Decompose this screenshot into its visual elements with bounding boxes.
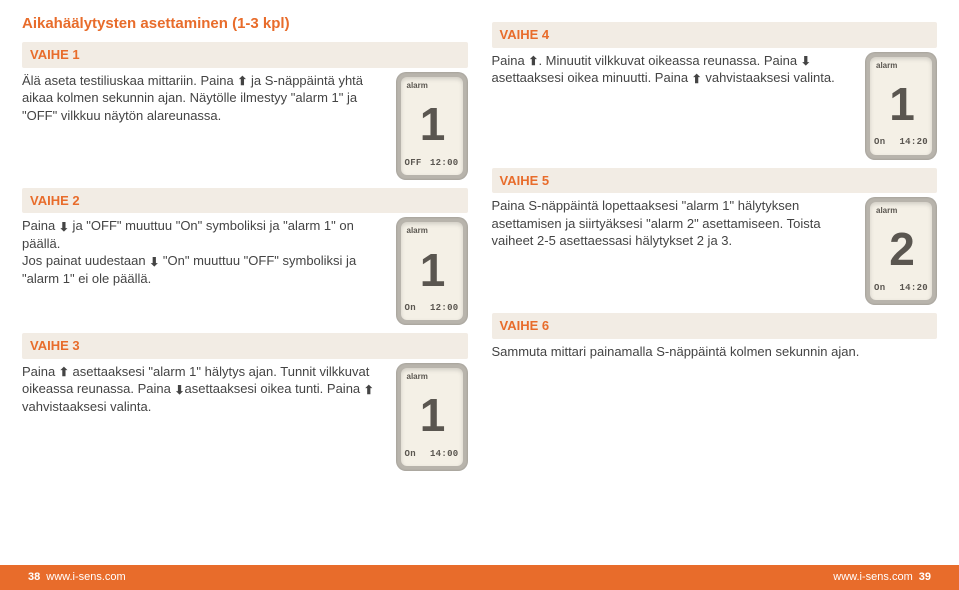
- device-4-status: On: [874, 136, 885, 148]
- step-3-row: Paina ⬆ asettaaksesi "alarm 1" hälytys a…: [22, 363, 468, 471]
- step-2-text: Paina ⬇ ja "OFF" muuttuu "On" symboliksi…: [22, 217, 386, 287]
- step-5-text: Paina S-näppäintä lopettaaksesi "alarm 1…: [492, 197, 856, 250]
- step-4-header: VAIHE 4: [492, 22, 938, 48]
- step-5-row: Paina S-näppäintä lopettaaksesi "alarm 1…: [492, 197, 938, 305]
- footer-right: www.i-sens.com 39: [480, 565, 959, 590]
- alarm-label: alarm: [407, 81, 428, 92]
- page-number-right: 39: [919, 570, 931, 585]
- device-2-time: 12:00: [430, 302, 459, 314]
- arrow-down-icon: ⬇: [59, 221, 69, 233]
- device-1: alarm 1 OFF 12:00: [396, 72, 468, 180]
- step-1-text: Älä aseta testiliuskaa mittariin. Paina …: [22, 72, 386, 125]
- device-3-status: On: [405, 448, 416, 460]
- device-5-num: 2: [889, 226, 913, 272]
- device-5-status: On: [874, 282, 885, 294]
- arrow-up-icon: ⬆: [59, 366, 69, 378]
- step-3-header: VAIHE 3: [22, 333, 468, 359]
- step-6-text: Sammuta mittari painamalla S-näppäintä k…: [492, 343, 938, 361]
- footer-left: 38 www.i-sens.com: [0, 565, 480, 590]
- arrow-up-icon: ⬆: [528, 55, 538, 67]
- device-3: alarm 1 On 14:00: [396, 363, 468, 471]
- footer-url: www.i-sens.com: [46, 570, 125, 585]
- arrow-down-icon: ⬇: [801, 55, 811, 67]
- alarm-label: alarm: [876, 61, 897, 72]
- alarm-label: alarm: [407, 226, 428, 237]
- text: Paina: [22, 218, 59, 233]
- step-6-header: VAIHE 6: [492, 313, 938, 339]
- step-5-header: VAIHE 5: [492, 168, 938, 194]
- arrow-down-icon: ⬇: [149, 256, 159, 268]
- device-5: alarm 2 On 14:20: [865, 197, 937, 305]
- footer-url: www.i-sens.com: [833, 570, 912, 585]
- text: Paina: [22, 364, 59, 379]
- arrow-up-icon: ⬆: [364, 384, 374, 396]
- device-3-time: 14:00: [430, 448, 459, 460]
- page-number-left: 38: [28, 570, 40, 585]
- arrow-up-icon: ⬆: [237, 75, 247, 87]
- step-4-row: Paina ⬆. Minuutit vilkkuvat oikeassa reu…: [492, 52, 938, 160]
- device-1-status: OFF: [405, 157, 422, 169]
- step-1-header: VAIHE 1: [22, 42, 468, 68]
- device-2: alarm 1 On 12:00: [396, 217, 468, 325]
- device-4-time: 14:20: [899, 136, 928, 148]
- alarm-label: alarm: [407, 372, 428, 383]
- step-1-row: Älä aseta testiliuskaa mittariin. Paina …: [22, 72, 468, 180]
- device-2-num: 1: [420, 247, 444, 293]
- device-1-time: 12:00: [430, 157, 459, 169]
- device-3-num: 1: [420, 392, 444, 438]
- device-1-num: 1: [420, 101, 444, 147]
- step-4-text: Paina ⬆. Minuutit vilkkuvat oikeassa reu…: [492, 52, 856, 87]
- text: vahvistaaksesi valinta.: [22, 399, 151, 414]
- device-5-time: 14:20: [899, 282, 928, 294]
- arrow-down-icon: ⬇: [174, 384, 184, 396]
- step-2-header: VAIHE 2: [22, 188, 468, 214]
- text: asettaaksesi oikea minuutti. Paina: [492, 70, 692, 85]
- text: ja "OFF" muuttuu "On" symboliksi ja "ala…: [22, 218, 354, 251]
- text: asettaaksesi oikea tunti. Paina: [185, 381, 364, 396]
- step-2-row: Paina ⬇ ja "OFF" muuttuu "On" symboliksi…: [22, 217, 468, 325]
- text: vahvistaaksesi valinta.: [702, 70, 835, 85]
- text: Jos painat uudestaan: [22, 253, 149, 268]
- step-3-text: Paina ⬆ asettaaksesi "alarm 1" hälytys a…: [22, 363, 386, 416]
- device-4: alarm 1 On 14:20: [865, 52, 937, 160]
- arrow-up-icon: ⬆: [692, 73, 702, 85]
- device-2-status: On: [405, 302, 416, 314]
- page-title: Aikahäälytysten asettaminen (1-3 kpl): [22, 14, 468, 34]
- device-4-num: 1: [889, 81, 913, 127]
- text: Älä aseta testiliuskaa mittariin. Paina: [22, 73, 237, 88]
- text: . Minuutit vilkkuvat oikeassa reunassa. …: [538, 53, 800, 68]
- alarm-label: alarm: [876, 206, 897, 217]
- step-6-row: Sammuta mittari painamalla S-näppäintä k…: [492, 343, 938, 361]
- text: Paina: [492, 53, 529, 68]
